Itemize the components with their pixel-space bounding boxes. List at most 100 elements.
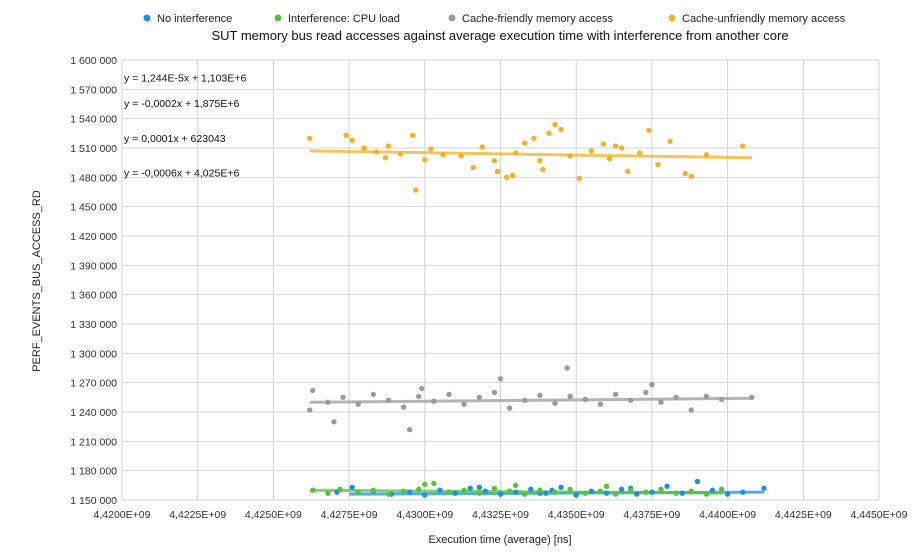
y-tick-label: 1 150 000: [70, 495, 117, 507]
data-point-series-1: [597, 488, 604, 494]
data-point-series-2: [370, 391, 377, 398]
data-point-series-3: [373, 149, 380, 155]
legend-marker: [143, 14, 151, 22]
data-point-series-0: [349, 484, 355, 490]
data-points: [307, 121, 767, 498]
data-point-series-3: [537, 158, 543, 164]
data-point-series-0: [482, 488, 489, 494]
data-point-series-1: [431, 480, 437, 487]
y-tick-label: 1 420 000: [70, 231, 117, 243]
data-point-series-0: [573, 492, 579, 498]
data-point-series-3: [397, 151, 404, 157]
x-tick-label: 4,4225E+09: [169, 509, 226, 521]
data-point-series-2: [461, 401, 467, 407]
data-point-series-3: [612, 143, 619, 149]
data-point-series-0: [603, 490, 610, 496]
data-point-series-2: [703, 393, 710, 400]
grid-layer: [121, 59, 880, 501]
x-tick-label: 4,4400E+09: [699, 509, 756, 521]
y-tick-label: 1 360 000: [70, 290, 117, 302]
data-point-series-2: [749, 394, 755, 401]
data-point-series-0: [543, 490, 549, 496]
data-point-series-3: [606, 156, 613, 162]
legend-item: No interference: [143, 13, 232, 25]
trendlines: [309, 149, 764, 496]
data-point-series-1: [673, 490, 679, 496]
x-axis-title: Execution time (average) [ns]: [428, 534, 571, 546]
data-point-series-3: [703, 152, 710, 158]
data-point-series-2: [612, 391, 619, 398]
data-point-series-3: [413, 187, 419, 193]
legend-item: Interference: CPU load: [274, 13, 400, 25]
legend-marker: [274, 14, 282, 22]
data-point-series-1: [325, 490, 331, 496]
data-point-series-1: [400, 488, 407, 494]
data-point-series-0: [452, 490, 458, 496]
data-point-series-3: [479, 144, 486, 150]
data-point-series-0: [476, 484, 483, 490]
data-point-series-3: [458, 153, 464, 159]
y-tick-label: 1 270 000: [70, 378, 117, 390]
data-point-series-2: [385, 397, 392, 403]
data-point-series-0: [497, 491, 504, 497]
data-point-series-2: [582, 396, 588, 402]
data-point-series-3: [440, 152, 446, 158]
data-point-series-0: [679, 490, 685, 496]
data-point-series-1: [628, 487, 634, 493]
data-point-series-1: [688, 488, 694, 494]
y-tick-label: 1 510 000: [70, 143, 117, 155]
data-point-series-1: [446, 489, 452, 495]
data-point-series-2: [673, 394, 679, 401]
data-point-series-3: [567, 153, 573, 159]
data-point-series-0: [761, 485, 767, 491]
data-point-series-1: [643, 489, 649, 495]
trendline-equation: y = 1,244E-5x + 1,103E+6: [124, 73, 246, 85]
data-point-series-2: [419, 385, 425, 392]
data-point-series-1: [658, 486, 664, 492]
data-point-series-2: [476, 394, 483, 401]
data-point-series-3: [618, 145, 625, 151]
data-point-series-2: [628, 397, 634, 403]
data-point-series-3: [470, 164, 476, 171]
data-point-series-0: [422, 492, 428, 498]
legend-marker: [448, 14, 456, 22]
y-tick-label: 1 240 000: [70, 407, 117, 419]
data-point-series-0: [528, 486, 534, 492]
data-point-series-3: [552, 121, 558, 128]
y-tick-label: 1 540 000: [70, 114, 117, 126]
data-point-series-1: [422, 481, 428, 488]
legend: No interference Interference: CPU load Cac…: [143, 13, 846, 25]
x-tick-label: 4,4325E+09: [472, 509, 529, 521]
data-point-series-1: [552, 489, 558, 495]
data-point-series-2: [416, 393, 422, 400]
data-point-series-2: [522, 397, 528, 403]
data-point-series-1: [718, 486, 725, 492]
x-tick-label: 4,4250E+09: [245, 509, 302, 521]
data-point-series-2: [643, 389, 649, 396]
x-tick-label: 4,4300E+09: [396, 509, 453, 521]
y-tick-label: 1 210 000: [70, 436, 117, 448]
data-point-series-2: [552, 400, 558, 406]
data-point-series-2: [649, 381, 655, 388]
data-point-series-0: [618, 486, 625, 492]
y-tick-label: 1 180 000: [70, 466, 117, 478]
data-point-series-2: [446, 391, 452, 398]
data-point-series-0: [664, 483, 670, 490]
chart-title: SUT memory bus read accesses against ave…: [211, 28, 788, 43]
data-point-series-2: [400, 404, 407, 410]
y-tick-label: 1 450 000: [70, 202, 117, 214]
data-point-series-1: [506, 488, 513, 494]
data-point-series-3: [655, 161, 661, 168]
data-point-series-3: [667, 138, 673, 144]
legend-item: Cache-friendly memory access: [448, 13, 613, 25]
data-point-series-1: [491, 485, 498, 491]
y-tick-label: 1 480 000: [70, 172, 117, 184]
data-point-series-2: [491, 389, 498, 396]
data-point-series-2: [431, 398, 437, 404]
data-point-series-0: [709, 487, 716, 493]
data-point-series-0: [558, 484, 564, 490]
data-point-series-3: [637, 150, 643, 156]
trendline-equation: y = -0,0006x + 4,025E+6: [124, 167, 239, 179]
data-point-series-2: [355, 401, 361, 407]
